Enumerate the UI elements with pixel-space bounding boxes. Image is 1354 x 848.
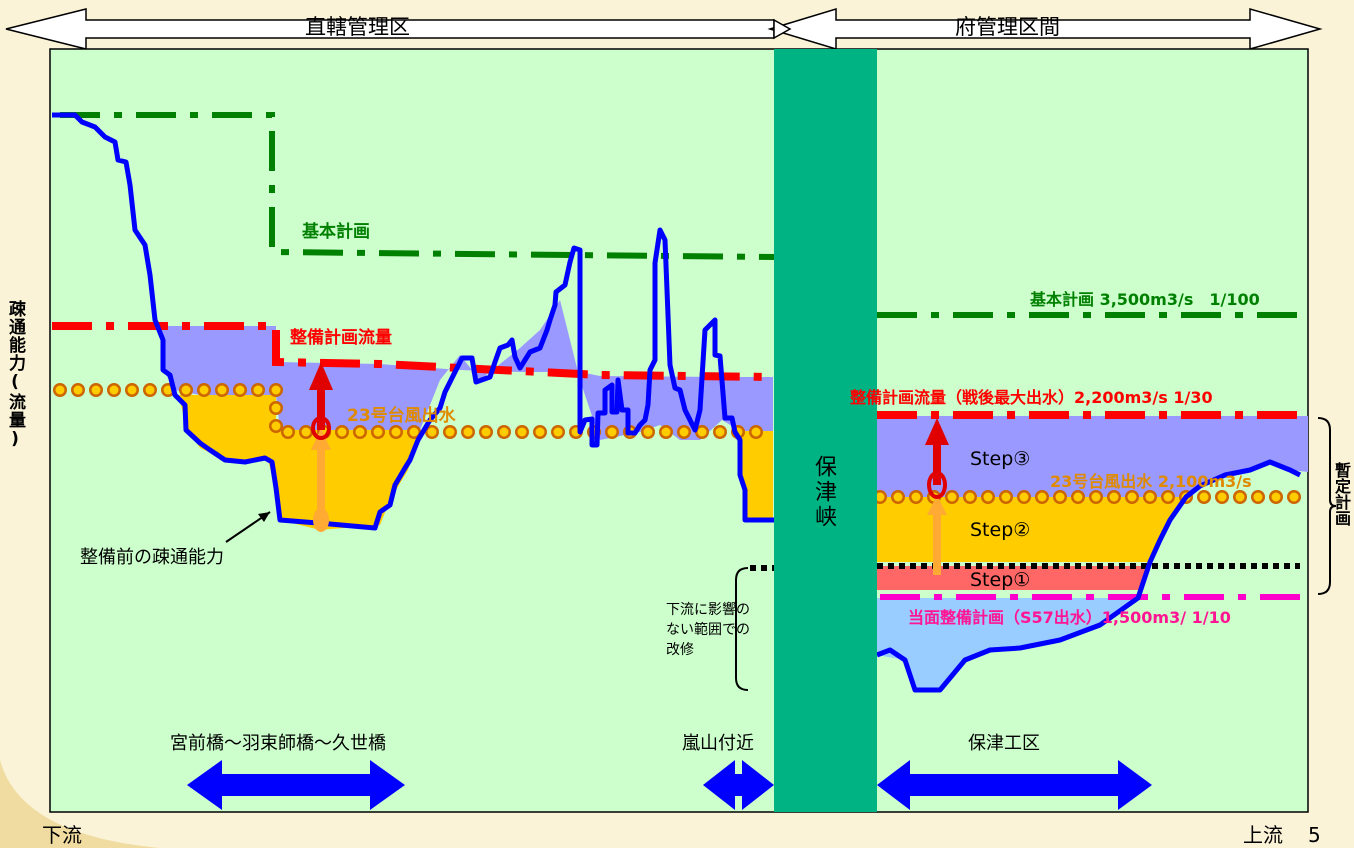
plan-flow-label-right: 整備計画流量（戦後最大出水）2,200m3/s 1/30 [850, 388, 1213, 407]
step1-area [877, 566, 1150, 590]
section-arrow-arashiyama[interactable] [703, 760, 774, 810]
gorge-band [774, 49, 877, 812]
y-axis-label: 疎通能力(流量) [5, 300, 25, 450]
capacity-line-left [52, 112, 774, 531]
step1-label: Step① [970, 569, 1031, 591]
step2-label: Step② [970, 519, 1031, 541]
downstream-label: 下流 [42, 823, 82, 847]
before-capacity-label: 整備前の疎通能力 [80, 547, 224, 568]
step3-arrow [925, 418, 949, 499]
pre-improvement-shortfall-right [877, 598, 1138, 690]
section-label-arashiyama: 嵐山付近 [682, 733, 754, 754]
current-plan-label: 当面整備計画（S57出水）1,500m3/ 1/10 [908, 608, 1231, 627]
upstream-label: 上流 [1243, 823, 1283, 847]
capacity-line-right [876, 459, 1302, 693]
note-line-3: 改修 [666, 642, 694, 658]
note-bracket [735, 567, 749, 691]
section-label-miyamae: 宮前橋～羽束師橋～久世橋 [170, 733, 386, 754]
jurisdiction-arrow-right [767, 7, 1323, 51]
arrow-junction [773, 18, 792, 40]
section-label-hozu: 保津工区 [968, 733, 1040, 754]
page-number: 5 [1308, 823, 1321, 847]
basic-plan-label-right: 基本計画 3,500m3/s 1/100 [1030, 290, 1260, 309]
step3-label: Step③ [970, 448, 1031, 470]
provisional-plan-label: 暫定計画 [1332, 462, 1351, 526]
basic-plan-label-left: 基本計画 [302, 222, 370, 242]
basic-plan-line-left [60, 112, 775, 260]
header-prefecture-section: 府管理区間 [955, 15, 1060, 39]
note-text: 下流に影響の ない範囲での 改修 [666, 600, 750, 660]
note-line-2: ない範囲での [666, 622, 750, 638]
gorge-label: 保津峡 [811, 455, 836, 530]
typhoon-shortfall-arashiyama [740, 431, 773, 520]
typhoon-arrow-left [311, 428, 331, 532]
plan-flow-line-left [52, 322, 775, 381]
corner-decoration [0, 760, 160, 848]
typhoon-label-left: 23号台風出水 [347, 406, 456, 426]
typhoon-shortfall-left [178, 395, 420, 530]
section-arrow-hozu[interactable] [877, 760, 1152, 810]
provisional-bracket [1317, 417, 1337, 595]
typhoon-line-left-fill [55, 385, 779, 437]
step2-area [877, 497, 1186, 562]
note-line-1: 下流に影響の [666, 602, 750, 618]
header-direct-section: 直轄管理区 [305, 15, 410, 39]
typhoon-label-right: 23号台風出水 2,100m3/s [1050, 472, 1252, 491]
pointer-head [258, 512, 270, 522]
section-arrow-miyamae[interactable] [187, 760, 405, 810]
step2-arrow [927, 495, 947, 575]
plan-flow-label-left: 整備計画流量 [290, 328, 392, 348]
plan-flow-arrow-left [309, 362, 333, 440]
step3-area [877, 416, 1308, 497]
